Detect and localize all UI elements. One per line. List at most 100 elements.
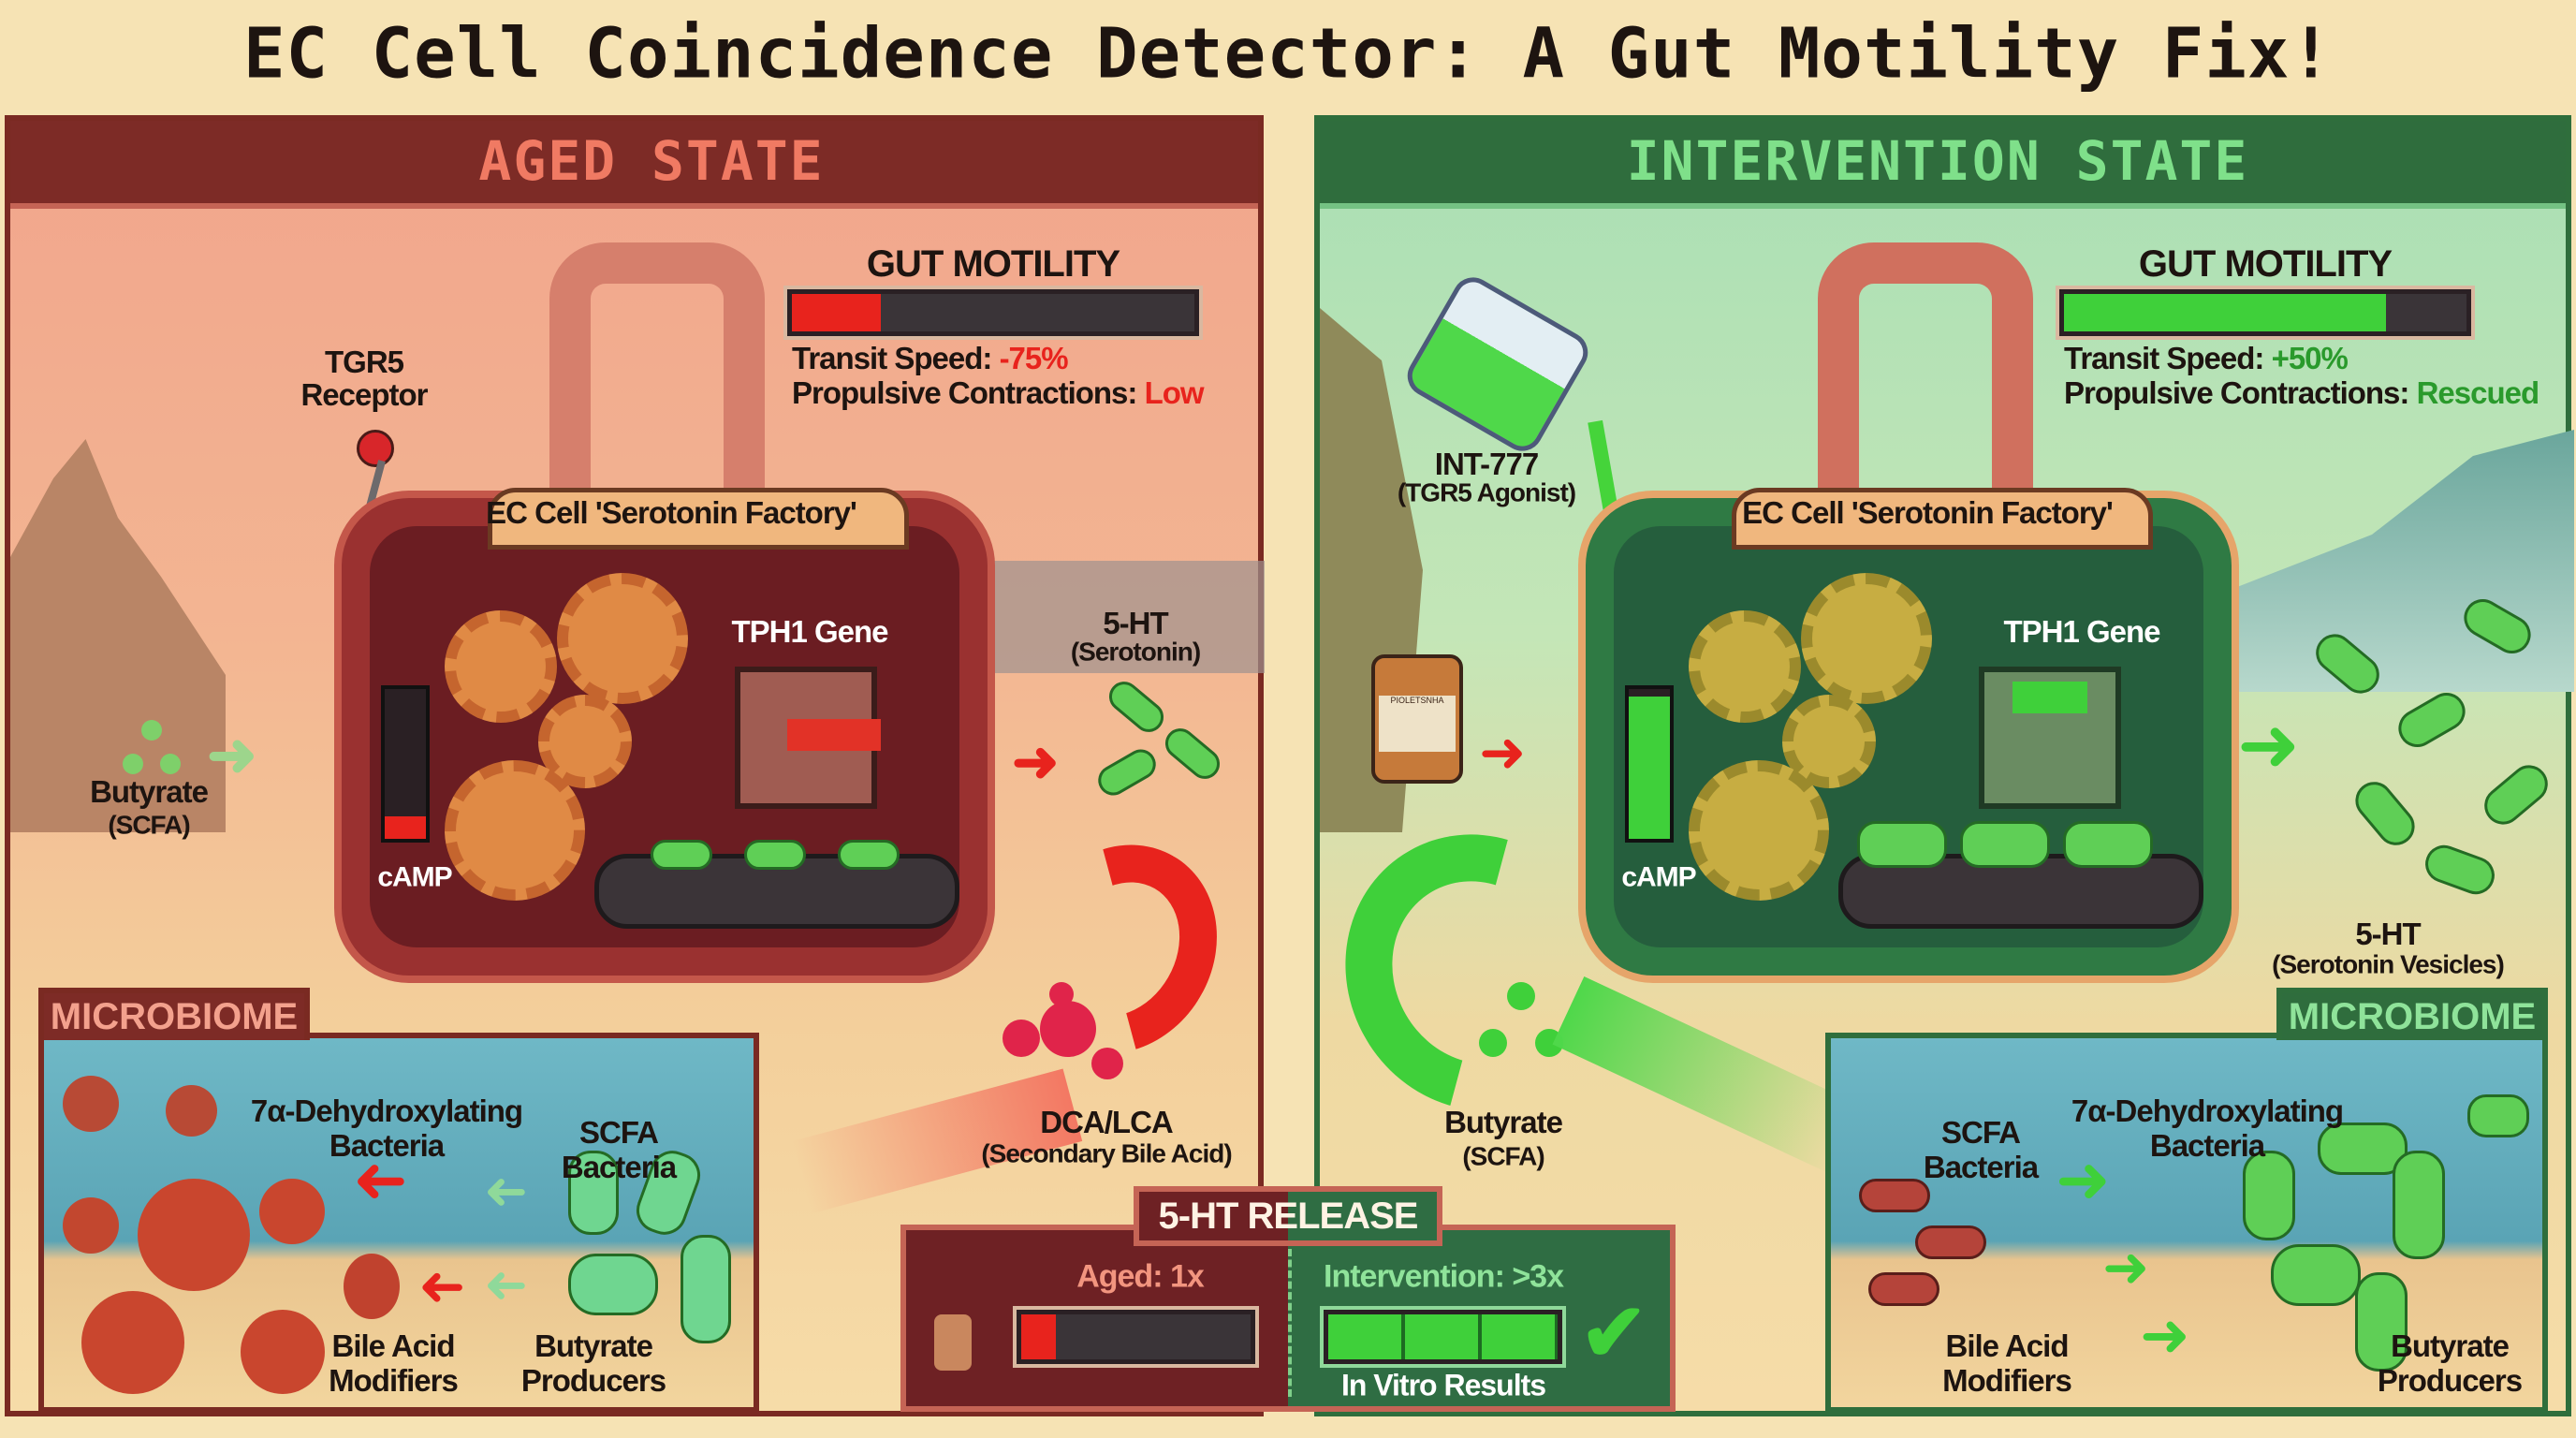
intervention-header: INTERVENTION STATE xyxy=(1320,121,2566,209)
receptor-label: Receptor xyxy=(300,376,428,412)
vesicle-icon xyxy=(651,840,712,870)
intervention-header-title: INTERVENTION STATE xyxy=(1626,129,2249,194)
tph1-gene-switch xyxy=(735,667,881,809)
release-title: 5-HT RELEASE xyxy=(1158,1196,1419,1237)
vesicle-icon xyxy=(1103,675,1170,739)
intervention-cell-label: EC Cell 'Serotonin Factory' xyxy=(1742,494,2114,530)
butyrate-prod-label: Butyrate xyxy=(534,1328,653,1363)
bile-acid-molecule-icon xyxy=(1003,982,1124,1085)
vesicle-icon xyxy=(1159,722,1226,785)
intervention-release-fill xyxy=(1328,1314,1558,1359)
contractions-value: Low xyxy=(1144,374,1205,410)
bile-acid-label: DCA/LCA xyxy=(1040,1104,1173,1139)
butyrate-prod-label-2: Producers xyxy=(520,1362,666,1398)
in-vitro-label: In Vitro Results xyxy=(1340,1368,1546,1402)
transit-value: -75% xyxy=(999,340,1069,375)
arrow-left-icon: ➜ xyxy=(484,1161,528,1220)
release-box: Aged: 1x Intervention: >3x ✔ In Vitro Re… xyxy=(900,1225,1676,1412)
gear-icon xyxy=(445,760,585,901)
bacteria-icon xyxy=(1915,1225,1986,1259)
scfa-label: SCFA xyxy=(1940,1114,2021,1150)
angry-bacteria-icon xyxy=(81,1291,184,1394)
happy-bacteria-icon xyxy=(2271,1244,2361,1306)
butyrate-molecule-icon xyxy=(123,720,181,776)
scfa-bacteria-icon xyxy=(681,1235,731,1343)
gear-icon xyxy=(557,573,688,704)
bacteria-icon xyxy=(344,1254,400,1319)
supplement-jar-icon: PIOLETSNHA xyxy=(1371,654,1463,784)
gear-icon xyxy=(1801,573,1932,704)
agonist-label: INT-777 xyxy=(1434,446,1539,481)
aged-motility-fill xyxy=(792,294,881,331)
page-title: EC Cell Coincidence Detector: A Gut Moti… xyxy=(242,13,2334,95)
intervention-state-panel: INTERVENTION STATE GUT MOTILITY Transit … xyxy=(1295,115,2574,1416)
butyrate-label: Butyrate xyxy=(90,773,209,809)
wave xyxy=(2237,430,2574,692)
vesicle-icon xyxy=(2063,821,2153,868)
bacteria-icon xyxy=(63,1076,119,1132)
camp-label: cAMP xyxy=(377,861,452,893)
aged-motility-bar xyxy=(787,289,1199,336)
dehydrox-label-2: Bacteria xyxy=(2149,1127,2265,1163)
arrow-right-icon: ➜ xyxy=(2237,703,2301,786)
bacteria-icon xyxy=(1859,1179,1930,1212)
tgr5-label: TGR5 xyxy=(324,344,404,379)
intervention-gut-motility-title: GUT MOTILITY xyxy=(2138,243,2393,285)
intervention-ec-cell: cAMP TPH1 Gene xyxy=(1578,491,2239,983)
serotonin-label: 5-HT xyxy=(1103,605,1168,640)
vesicle-icon xyxy=(2392,685,2472,755)
aged-microbiome-box: MICROBIOME ➜ ➜ ➜ ➜ xyxy=(38,988,759,1413)
intervention-transit: Transit Speed: +50% xyxy=(2064,340,2349,375)
transit-label: Transit Speed: xyxy=(2064,340,2264,375)
bacteria-icon xyxy=(63,1197,119,1254)
aged-header-title: AGED STATE xyxy=(478,129,825,194)
bile-mod-label-2: Modifiers xyxy=(329,1362,459,1398)
gear-icon xyxy=(1689,760,1829,901)
aged-ec-cell: cAMP TPH1 Gene xyxy=(334,491,995,983)
arrow-right-icon: ➜ xyxy=(1479,721,1527,784)
arrow-right-icon: ➜ xyxy=(1012,730,1060,793)
jar-label: PIOLETSNHA xyxy=(1379,696,1456,752)
cell-label-plate xyxy=(488,488,909,550)
serotonin-sub-label: (Serotonin Vesicles) xyxy=(2272,949,2505,979)
butyrate-label: Butyrate xyxy=(1444,1104,1563,1139)
tph1-gene-switch xyxy=(1979,667,2121,809)
gear-icon xyxy=(1689,610,1801,723)
camp-fill xyxy=(1629,697,1670,839)
intervention-microbiome-box: MICROBIOME ➜ ➜ ➜ xyxy=(1825,988,2548,1413)
cell-label-plate xyxy=(1732,488,2153,550)
vesicle-icon xyxy=(1960,821,2050,868)
arrow-right-icon: ➜ xyxy=(2102,1236,2150,1299)
happy-bacteria-icon xyxy=(2467,1094,2529,1137)
serotonin-sub-label: (Serotonin) xyxy=(1070,637,1201,667)
contractions-label: Propulsive Contractions: xyxy=(2064,374,2409,410)
scfa-label-2: Bacteria xyxy=(1923,1149,2039,1184)
arrow-right-icon: ➜ xyxy=(2140,1301,2190,1369)
switch-handle xyxy=(787,719,881,751)
butyrate-prod-label-2: Producers xyxy=(2377,1362,2523,1398)
butyrate-molecule-icon xyxy=(1479,982,1563,1066)
transit-value: +50% xyxy=(2271,340,2349,375)
butyrate-sub-label: (SCFA) xyxy=(1462,1141,1544,1171)
butyrate-prod-label: Butyrate xyxy=(2391,1328,2510,1363)
transit-label: Transit Speed: xyxy=(792,340,992,375)
dehydrox-label: 7α-Dehydroxylating xyxy=(2071,1093,2344,1128)
serotonin-label: 5-HT xyxy=(2355,916,2421,951)
dehydrox-label: 7α-Dehydroxylating xyxy=(250,1093,523,1128)
microbiome-tab: MICROBIOME xyxy=(38,988,310,1040)
arrow-left-icon: ➜ xyxy=(418,1255,466,1317)
checkmark-icon: ✔ xyxy=(1580,1288,1648,1378)
aged-transit: Transit Speed: -75% xyxy=(792,340,1069,375)
scfa-label-2: Bacteria xyxy=(561,1149,677,1184)
intervention-release-bar xyxy=(1324,1310,1562,1364)
aged-state-panel: AGED STATE GUT MOTILITY Transit Speed: -… xyxy=(5,115,1265,1416)
bile-acid-sub-label: (Secondary Bile Acid) xyxy=(981,1138,1232,1168)
vesicle-icon xyxy=(1857,821,1947,868)
switch-handle xyxy=(2012,682,2087,713)
angry-bacteria-icon xyxy=(138,1179,250,1291)
intervention-camp-meter xyxy=(1625,685,1674,843)
happy-bacteria-icon xyxy=(2243,1151,2295,1240)
tph1-gene-label: TPH1 Gene xyxy=(2003,613,2160,649)
aged-camp-meter xyxy=(381,685,430,843)
intervention-motility-fill xyxy=(2064,294,2386,331)
